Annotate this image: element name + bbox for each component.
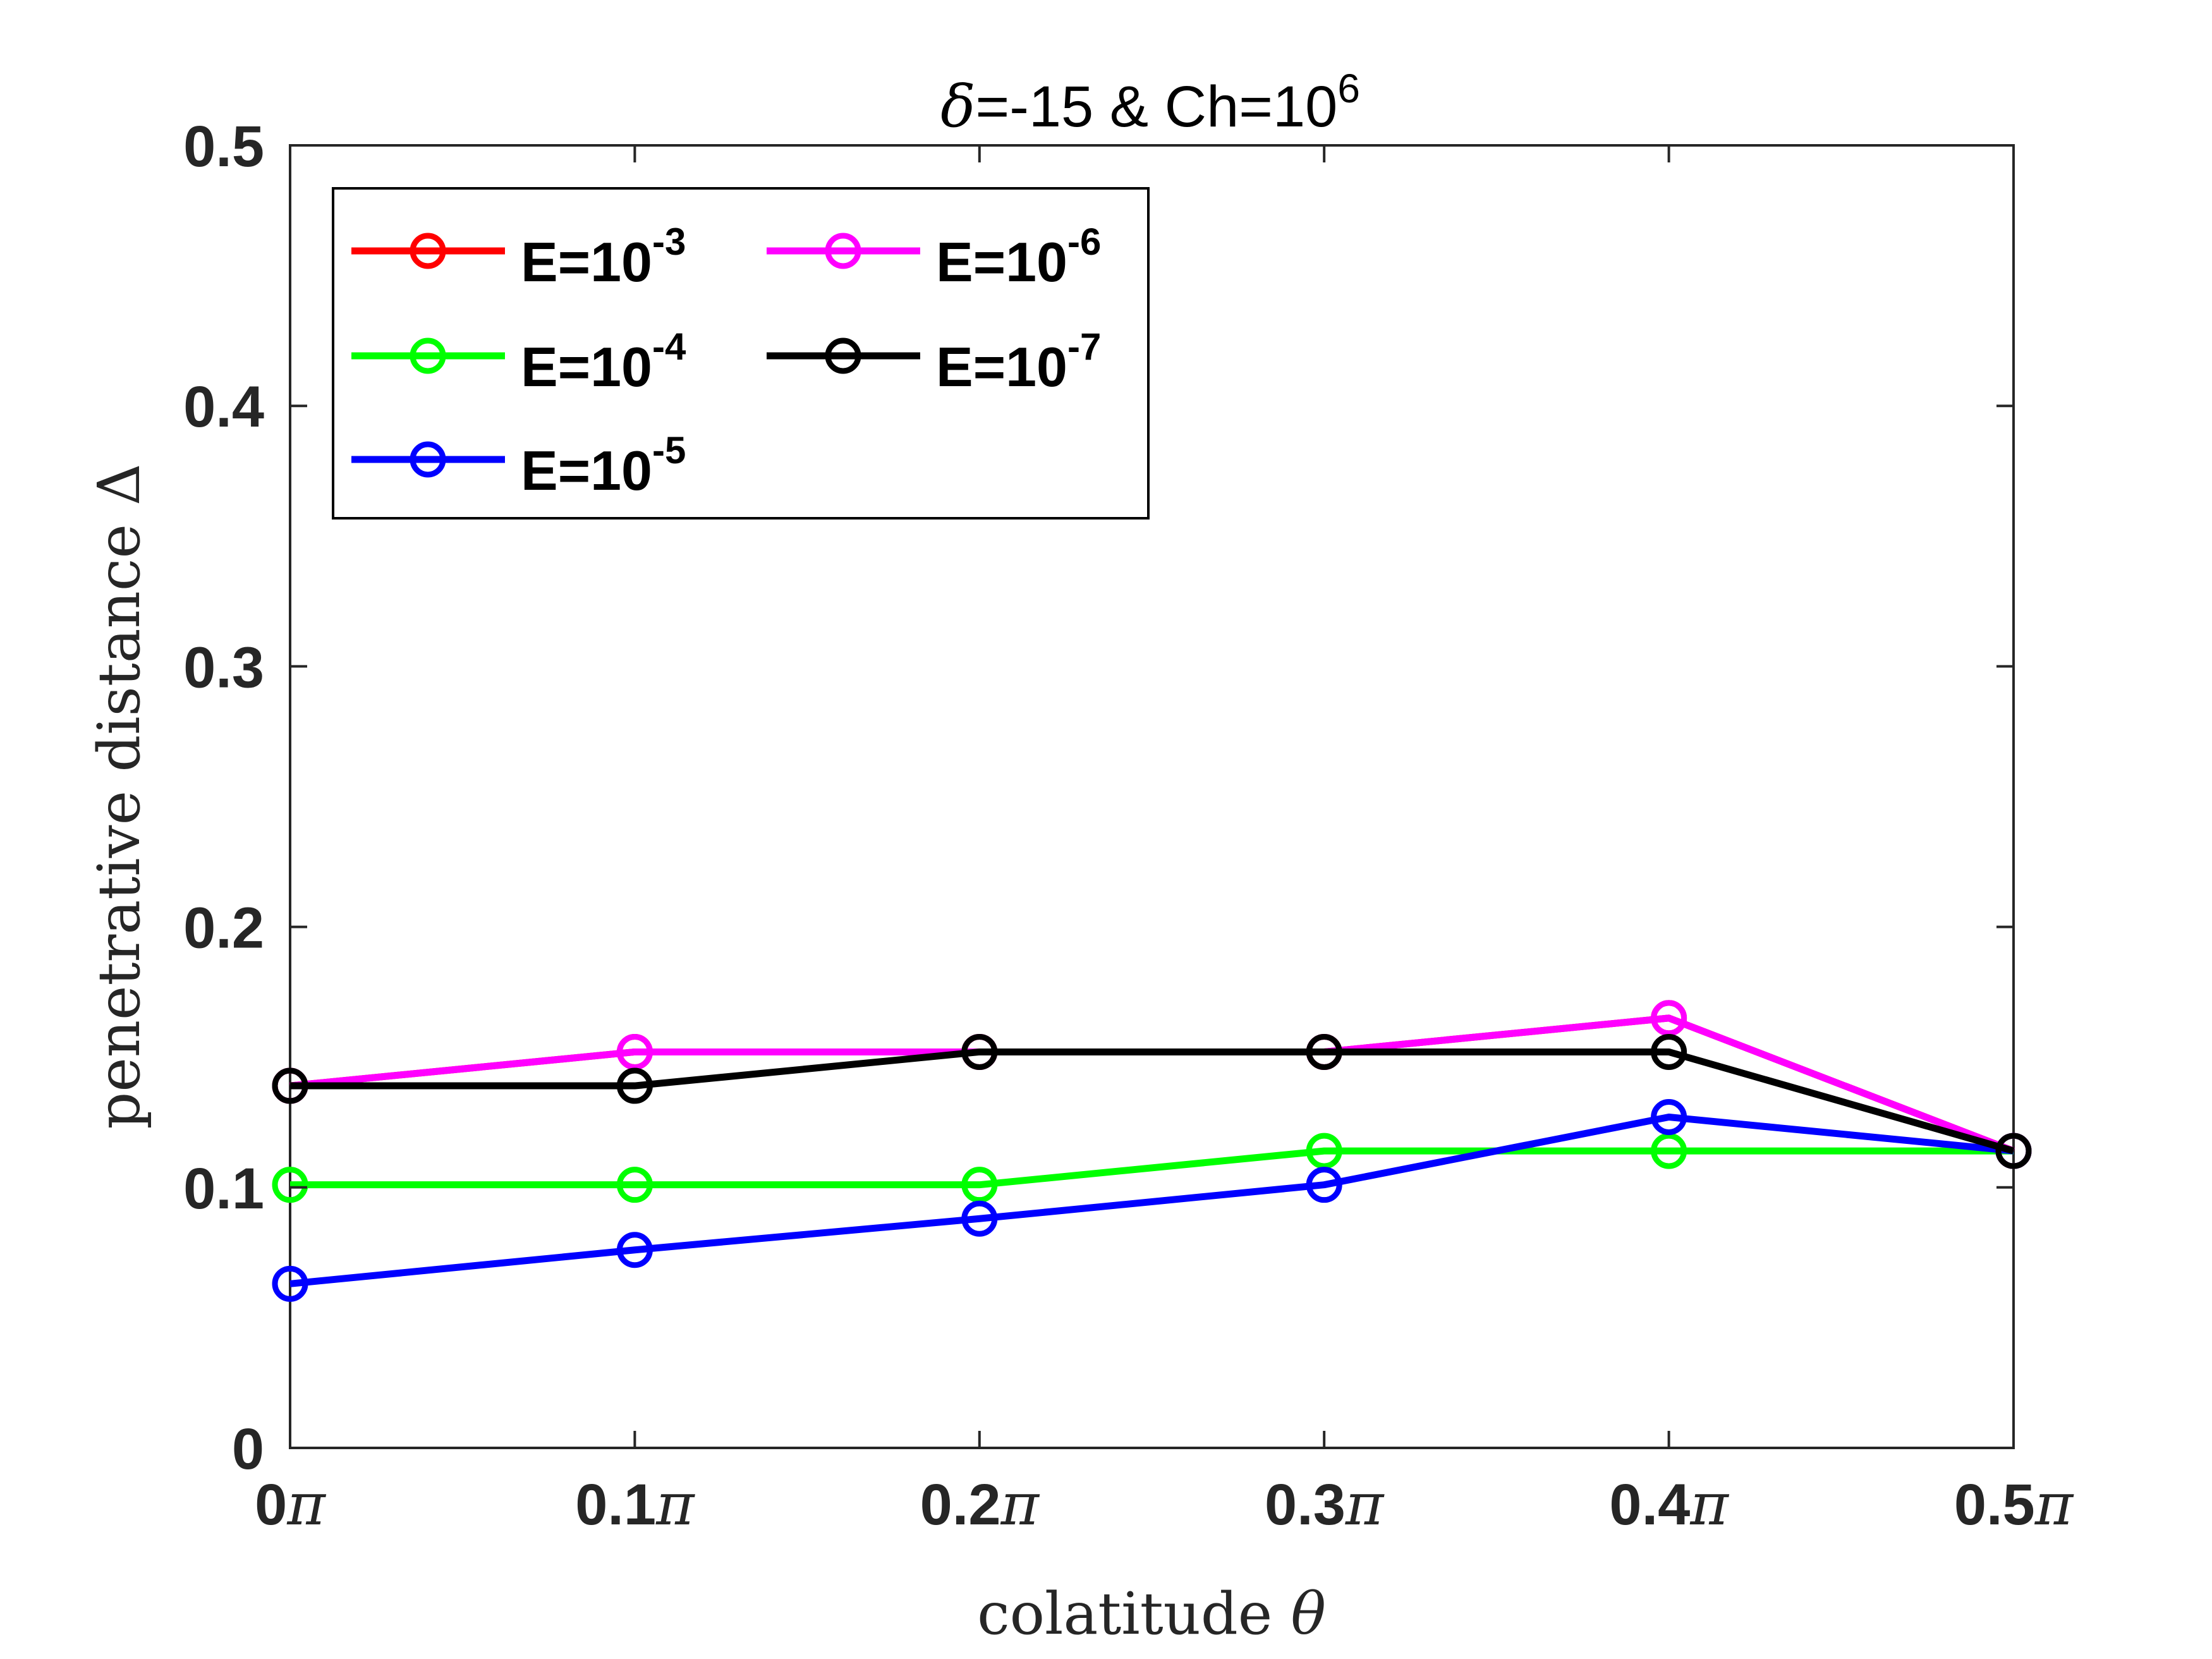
data-point xyxy=(616,1067,653,1104)
x-axis-label-text: colatitude xyxy=(977,1580,1291,1648)
title-main-text: =-15 & Ch=10 xyxy=(975,75,1337,139)
y-tick-label: 0.2 xyxy=(183,896,264,961)
y-axis-label: penetrative distance Δ xyxy=(85,463,153,1129)
y-tick-label: 0.1 xyxy=(183,1157,264,1221)
x-tick-number: 0 xyxy=(255,1473,287,1537)
x-tick-number: 0.3 xyxy=(1265,1473,1346,1537)
x-tick-pi-symbol: π xyxy=(1000,1471,1040,1538)
x-axis-ticks: 0π 0.1π 0.2π 0.3π 0.4π 0.5π xyxy=(255,145,2074,1538)
data-point xyxy=(961,1033,998,1070)
data-point xyxy=(1651,1099,1687,1136)
series-group xyxy=(272,1000,2032,1302)
legend-item: E=10-6 xyxy=(767,221,1101,293)
y-axis-label-symbol: Δ xyxy=(85,463,153,505)
x-tick-label: 0.1π xyxy=(575,1471,695,1538)
data-point xyxy=(1306,1167,1342,1203)
data-point xyxy=(1306,1033,1342,1070)
y-axis-label-text: penetrative distance xyxy=(85,506,153,1129)
x-tick-pi-symbol: π xyxy=(286,1471,326,1538)
data-point xyxy=(272,1067,308,1104)
legend: E=10-3 E=10-4 E=10-5 E=10-6 E=10-7 xyxy=(332,187,1150,520)
data-point xyxy=(272,1167,308,1203)
x-tick-pi-symbol: π xyxy=(1345,1471,1385,1538)
data-point xyxy=(1995,1133,2032,1169)
y-tick-label: 0.4 xyxy=(183,375,264,439)
data-point xyxy=(961,1167,998,1203)
legend-label: E=10-7 xyxy=(936,325,1101,398)
legend-label: E=10-4 xyxy=(521,325,686,398)
x-tick-label: 0.5π xyxy=(1954,1471,2074,1538)
series-line xyxy=(289,1114,2014,1287)
series-line xyxy=(290,1048,2015,1155)
data-point xyxy=(1651,1000,1687,1036)
y-tick-label: 0.3 xyxy=(183,635,264,700)
legend-marker xyxy=(410,337,446,374)
legend-marker xyxy=(410,233,446,269)
legend-label: E=10-5 xyxy=(521,429,686,502)
x-tick-number: 0.1 xyxy=(575,1473,656,1537)
title-superscript: 6 xyxy=(1337,66,1360,111)
legend-label: E=10-3 xyxy=(521,221,686,293)
series-line xyxy=(290,1147,2014,1189)
x-tick-label: 0.3π xyxy=(1265,1471,1385,1538)
x-axis-label: colatitude θ xyxy=(977,1580,1326,1648)
data-point xyxy=(1651,1033,1687,1070)
legend-items: E=10-3 E=10-4 E=10-5 E=10-6 E=10-7 xyxy=(351,221,1101,502)
legend-item: E=10-5 xyxy=(351,429,686,502)
x-tick-pi-symbol: π xyxy=(1689,1471,1729,1538)
legend-marker xyxy=(825,233,861,269)
chart-title: δ=-15 & Ch=106 xyxy=(940,66,1360,140)
legend-marker xyxy=(410,441,446,478)
legend-marker xyxy=(825,337,861,374)
x-tick-number: 0.5 xyxy=(1954,1473,2035,1537)
x-tick-number: 0.2 xyxy=(920,1473,1001,1537)
data-point xyxy=(616,1167,653,1203)
x-tick-label: 0π xyxy=(255,1471,326,1538)
x-tick-pi-symbol: π xyxy=(655,1471,695,1538)
data-point xyxy=(1651,1133,1687,1169)
data-point xyxy=(616,1033,653,1070)
x-tick-pi-symbol: π xyxy=(2034,1471,2074,1538)
x-tick-label: 0.4π xyxy=(1609,1471,1729,1538)
legend-item: E=10-3 xyxy=(351,221,686,293)
title-delta-symbol: δ xyxy=(940,73,975,140)
data-point xyxy=(616,1232,653,1268)
x-axis-label-symbol: θ xyxy=(1291,1580,1326,1648)
series-4 xyxy=(272,1033,2032,1169)
legend-label: E=10-6 xyxy=(936,221,1101,293)
data-point xyxy=(961,1200,998,1237)
x-tick-number: 0.4 xyxy=(1609,1473,1690,1537)
y-axis-ticks: 0 0.1 0.2 0.3 0.4 0.5 xyxy=(183,114,2014,1481)
legend-item: E=10-4 xyxy=(351,325,686,398)
y-tick-label: 0.5 xyxy=(183,114,264,179)
data-point xyxy=(1306,1133,1342,1169)
y-tick-label: 0 xyxy=(232,1417,264,1481)
data-point xyxy=(272,1265,308,1302)
x-tick-label: 0.2π xyxy=(920,1471,1040,1538)
legend-item: E=10-7 xyxy=(767,325,1101,398)
